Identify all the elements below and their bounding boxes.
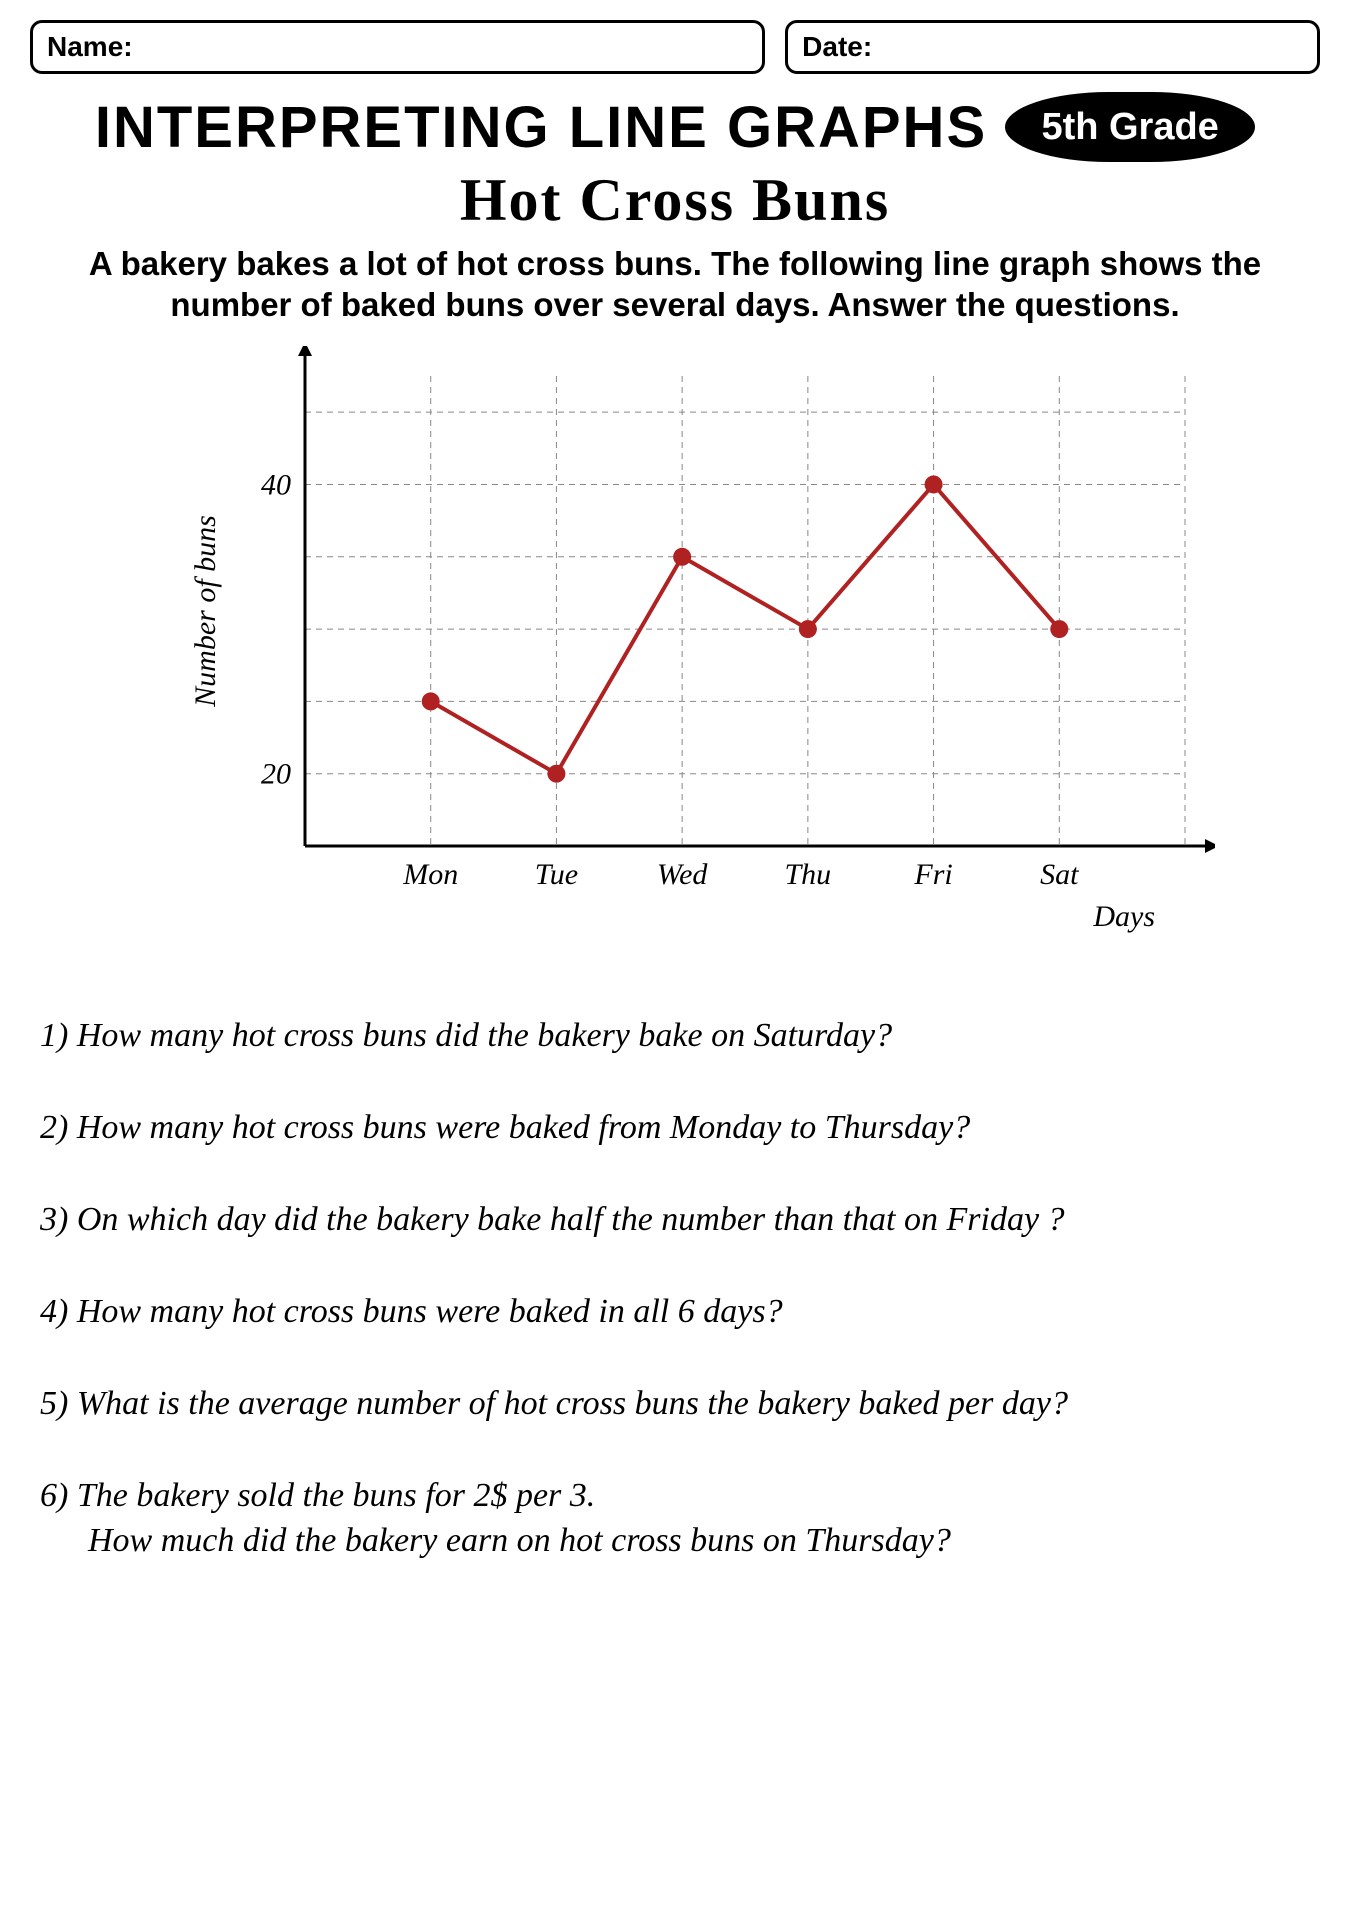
question-1: 1) How many hot cross buns did the baker… (40, 1014, 1310, 1058)
svg-text:20: 20 (261, 757, 291, 790)
name-label: Name: (47, 31, 133, 62)
question-2: 2) How many hot cross buns were baked fr… (40, 1106, 1310, 1150)
svg-text:Days: Days (1092, 900, 1155, 933)
worksheet-title: INTERPRETING LINE GRAPHS (95, 94, 987, 161)
question-6-line1: 6) The bakery sold the buns for 2$ per 3… (40, 1477, 595, 1514)
svg-text:40: 40 (261, 468, 291, 501)
grade-badge-text: 5th Grade (1041, 106, 1218, 149)
date-field-box[interactable]: Date: (785, 20, 1320, 74)
svg-text:Fri: Fri (913, 858, 952, 891)
worksheet-subtitle: Hot Cross Buns (30, 166, 1320, 235)
svg-text:Sat: Sat (1040, 858, 1079, 891)
date-label: Date: (802, 31, 872, 62)
header-fields: Name: Date: (30, 20, 1320, 74)
svg-text:Thu: Thu (785, 858, 832, 891)
svg-text:Wed: Wed (657, 858, 709, 891)
question-6-line2: How much did the bakery earn on hot cros… (40, 1519, 1310, 1563)
line-chart: 20 40 Mon Tue Wed Thu Fri Sat Number of buns Days (135, 346, 1215, 966)
grade-badge: 5th Grade (1005, 92, 1255, 162)
svg-text:Tue: Tue (535, 858, 578, 891)
intro-text: A bakery bakes a lot of hot cross buns. … (30, 243, 1320, 326)
question-4: 4) How many hot cross buns were baked in… (40, 1290, 1310, 1334)
svg-text:Mon: Mon (402, 858, 458, 891)
question-3: 3) On which day did the bakery bake half… (40, 1198, 1310, 1242)
chart-container: 20 40 Mon Tue Wed Thu Fri Sat Number of buns Days (30, 346, 1320, 966)
title-row: INTERPRETING LINE GRAPHS 5th Grade (30, 92, 1320, 162)
question-6: 6) The bakery sold the buns for 2$ per 3… (40, 1474, 1310, 1562)
questions-list: 1) How many hot cross buns did the baker… (30, 1014, 1320, 1563)
question-5: 5) What is the average number of hot cro… (40, 1382, 1310, 1426)
name-field-box[interactable]: Name: (30, 20, 765, 74)
svg-text:Number of buns: Number of buns (189, 515, 222, 708)
